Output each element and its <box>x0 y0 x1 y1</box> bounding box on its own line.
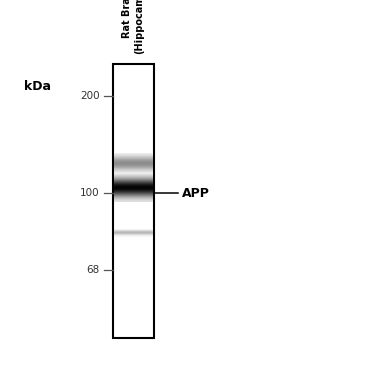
Bar <box>112 64 154 338</box>
Text: 68: 68 <box>87 265 100 275</box>
Text: 100: 100 <box>80 188 100 198</box>
Text: Rat Brain
(Hippocampus): Rat Brain (Hippocampus) <box>122 0 144 54</box>
Text: APP: APP <box>182 187 210 200</box>
Text: kDa: kDa <box>24 80 51 93</box>
Text: 200: 200 <box>80 91 100 101</box>
